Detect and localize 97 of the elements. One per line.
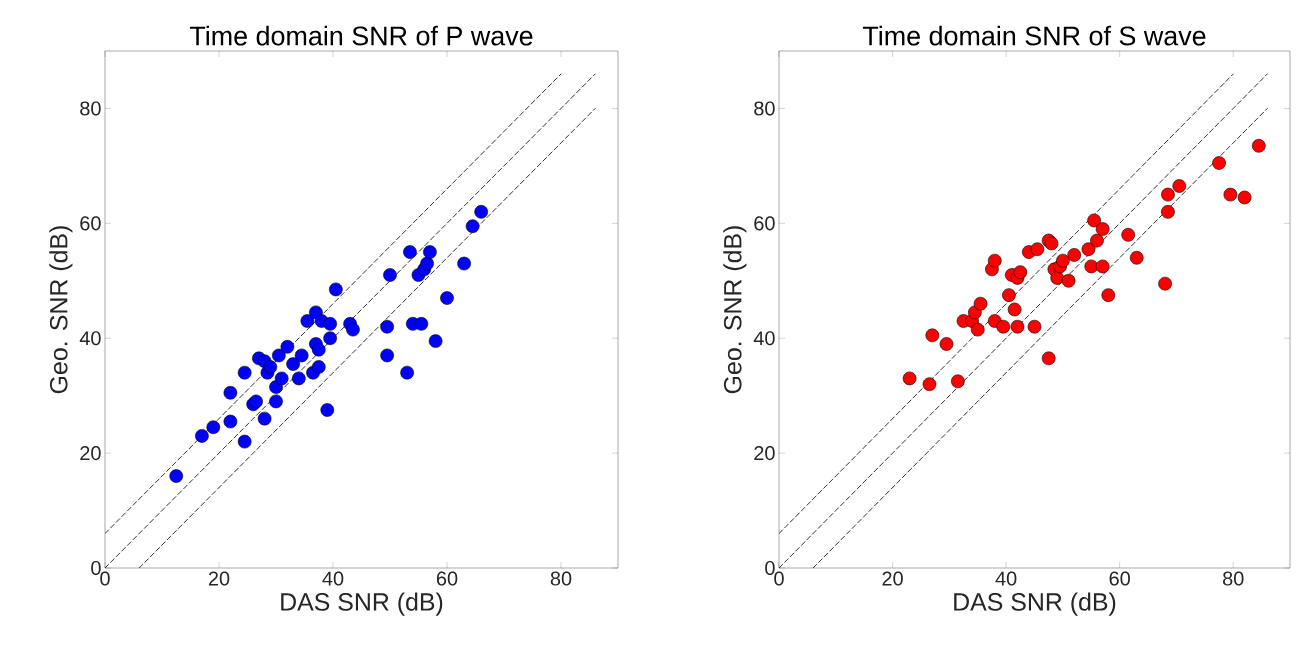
point [237,434,252,449]
y-tick-label: 0 [91,560,101,576]
point [206,420,221,435]
point [428,334,443,348]
point [1061,273,1076,288]
point [1095,259,1110,274]
y-axis-title: Geo. SNR (dB) [723,226,747,394]
point [922,377,937,391]
point [300,314,315,328]
point [1095,222,1110,236]
point [311,360,326,374]
point [1084,259,1099,274]
point [294,348,309,363]
point [320,403,335,417]
point [951,374,965,389]
point [1087,213,1101,228]
point [1237,190,1252,205]
point [1090,233,1104,248]
point [474,205,488,219]
point [1101,288,1116,302]
chart-title: Time domain SNR of S wave [862,25,1206,46]
point [1081,242,1096,256]
point [383,268,397,282]
x-tick-label: 20 [208,571,230,586]
point [280,340,295,354]
point [1161,187,1175,202]
x-tick-label: 60 [1109,571,1130,586]
point [323,317,337,331]
point [1056,253,1070,268]
point [223,386,238,400]
point [925,328,940,343]
point [1223,187,1238,202]
x-tick-label: 80 [550,571,572,586]
point [1158,276,1172,291]
point [420,256,434,271]
y-tick-label: 80 [80,101,101,116]
y-tick-label: 60 [754,216,775,231]
point [1067,248,1082,262]
point [237,365,252,380]
x-tick-label: 40 [995,571,1017,586]
point [970,322,985,337]
point [1041,351,1056,366]
y-tick-label: 60 [80,216,101,231]
point [1027,319,1042,334]
point [1212,156,1226,170]
x-tick-label: 60 [436,571,458,586]
point [1030,242,1045,256]
point [996,319,1011,334]
point [403,245,417,259]
point [223,414,238,429]
point [346,322,360,337]
point [465,219,480,234]
x-axis-title: DAS SNR (dB) [281,592,443,616]
point [902,371,917,386]
point [1172,179,1187,193]
point [939,337,954,351]
point [272,348,286,363]
chart-title: Time domain SNR of P wave [189,25,533,46]
point [1002,288,1016,302]
point [1161,205,1175,219]
point [329,282,343,297]
y-tick-label: 0 [765,560,775,576]
point [269,394,283,409]
point [263,360,278,374]
point [414,317,429,331]
y-axis-title: Geo. SNR (dB) [49,226,73,394]
point [1010,319,1025,334]
point [311,342,326,357]
point [323,331,337,346]
point [400,365,414,380]
y-tick-label: 80 [754,101,775,116]
point [274,371,289,386]
point [380,348,394,363]
point [380,319,394,334]
x-axis-title: DAS SNR (dB) [954,592,1116,616]
x-tick-label: 80 [1223,571,1244,586]
point [1129,251,1144,265]
point [423,245,437,259]
point [987,253,1002,268]
point [1007,302,1022,317]
x-tick-label: 20 [882,571,903,586]
point [292,371,306,386]
point [440,291,454,305]
point [1121,228,1135,242]
y-tick-label: 20 [80,446,101,461]
x-tick-label: 40 [322,571,344,586]
point [973,296,988,311]
point [1251,138,1266,153]
point [286,357,300,371]
point [1013,265,1028,279]
point [457,256,471,271]
y-tick-label: 40 [79,331,101,346]
y-tick-label: 20 [754,446,775,461]
y-tick-label: 40 [753,331,775,346]
point [195,429,209,443]
point [169,469,184,483]
point [257,411,272,426]
